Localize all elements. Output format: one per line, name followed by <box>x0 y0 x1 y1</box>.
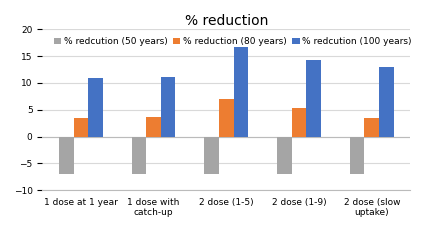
Bar <box>146 117 161 137</box>
Bar <box>365 118 379 137</box>
Bar <box>350 137 365 174</box>
Bar <box>379 67 393 137</box>
Bar <box>132 137 146 174</box>
Bar <box>161 77 176 137</box>
Bar <box>74 118 88 137</box>
Bar <box>292 108 306 137</box>
Legend: % redcution (50 years), % reduction (80 years), % redcution (100 years): % redcution (50 years), % reduction (80 … <box>54 37 412 46</box>
Bar <box>306 61 321 137</box>
Bar <box>233 47 248 137</box>
Bar <box>88 78 103 137</box>
Bar <box>219 99 233 137</box>
Title: % reduction: % reduction <box>184 14 268 28</box>
Bar <box>277 137 292 174</box>
Bar <box>204 137 219 174</box>
Bar <box>59 137 74 174</box>
